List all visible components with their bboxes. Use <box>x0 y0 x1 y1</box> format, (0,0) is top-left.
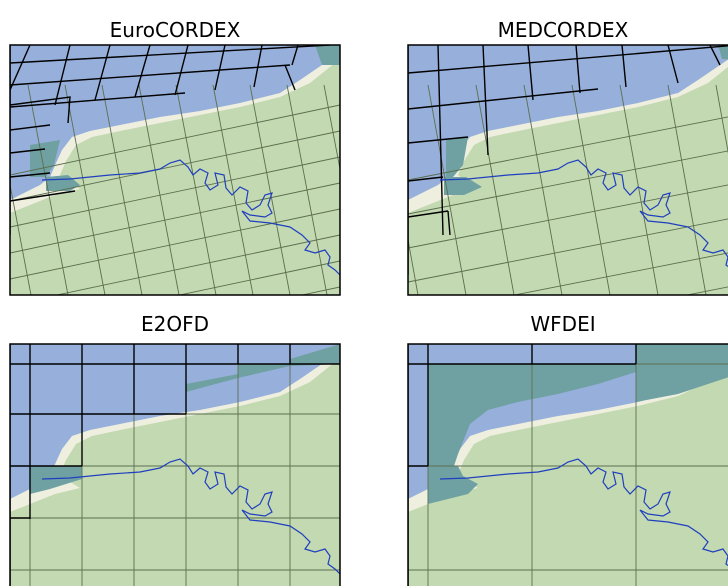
ocean-grid-line <box>214 45 226 91</box>
panel-title-eurocordex: EuroCORDEX <box>109 18 241 42</box>
river-line <box>41 458 340 575</box>
ocean-grid-line <box>408 210 449 218</box>
land-grid-line <box>427 84 467 295</box>
panel-title-e2ofd: E2OFD <box>140 312 209 336</box>
ocean-grid-line <box>10 45 31 91</box>
mixed-cell <box>718 45 728 60</box>
land-grid-line <box>212 84 254 295</box>
ocean-grid-line <box>10 124 51 131</box>
land-grid-line <box>408 184 728 249</box>
ocean-grid-line <box>134 45 151 98</box>
river-line <box>439 458 728 567</box>
land-area <box>10 358 340 586</box>
ocean-grid-line <box>437 45 444 236</box>
ocean-grid-line <box>10 148 46 154</box>
land-grid-line <box>323 84 340 172</box>
ocean-shape <box>10 344 340 499</box>
mixed-cell <box>636 344 728 402</box>
ocean-shape <box>408 45 728 200</box>
land-area <box>10 59 340 295</box>
ocean-grid-line <box>709 45 721 66</box>
ocean-grid-line <box>408 136 469 144</box>
land-grid-line <box>175 84 217 295</box>
river-line <box>41 159 340 276</box>
land-grid-line <box>715 84 728 154</box>
mixed-cell <box>315 45 340 65</box>
panel-frame <box>9 343 341 586</box>
land-grid-line <box>10 156 340 228</box>
ocean-grid-line <box>253 45 263 88</box>
land-grid-line <box>54 234 340 295</box>
ocean-grid-line <box>482 45 489 156</box>
panel-title-medcordex: MEDCORDEX <box>497 18 629 42</box>
land-grid-line <box>10 208 340 280</box>
panel-title-wfdei: WFDEI <box>530 312 596 336</box>
river-line <box>439 159 728 268</box>
ocean-grid-line <box>284 64 296 91</box>
panel-e2ofd <box>9 343 341 586</box>
land-grid-line <box>571 84 611 295</box>
ocean-grid-line <box>54 45 71 106</box>
panel-frame <box>407 343 728 586</box>
land-grid-line <box>361 85 401 295</box>
mixed-cell <box>428 466 478 504</box>
ocean-grid-line <box>10 172 51 178</box>
ocean-shape <box>10 45 340 200</box>
land-grid-line <box>619 84 659 295</box>
land-grid-line <box>101 84 143 295</box>
land-grid-line <box>138 84 180 295</box>
ocean-grid-line <box>10 92 186 108</box>
land-grid-line <box>512 252 728 295</box>
ocean-grid-line <box>10 96 71 124</box>
land-grid-line <box>523 84 563 295</box>
ocean-grid-line <box>10 45 331 64</box>
ocean-grid-line <box>291 45 299 66</box>
panel-wfdei <box>407 343 728 586</box>
ocean-grid-line <box>575 45 581 94</box>
land-grid-line <box>177 260 340 295</box>
land-grid-line <box>475 84 515 295</box>
land-grid-line <box>249 84 291 295</box>
ocean-grid-line <box>10 64 291 86</box>
land-grid-line <box>10 130 340 202</box>
panel-frame <box>9 44 341 296</box>
ocean-grid-line <box>10 190 76 202</box>
mixed-cell <box>428 364 636 466</box>
land-grid-line <box>27 84 69 295</box>
mixed-cell <box>444 177 482 195</box>
land-grid-line <box>10 104 340 176</box>
land-grid-line <box>408 116 728 181</box>
panel-medcordex <box>407 44 728 296</box>
ocean-grid-line <box>94 45 111 101</box>
ocean-grid-line <box>527 45 534 101</box>
land-area <box>408 366 728 586</box>
land-grid-line <box>667 84 707 295</box>
mixed-cell <box>446 137 468 177</box>
land-grid-line <box>408 237 419 295</box>
ocean-grid-line <box>667 45 679 84</box>
ocean-grid-line <box>408 176 444 182</box>
mixed-cell <box>186 344 340 392</box>
land-grid-line <box>408 150 728 215</box>
land-grid-line <box>408 218 728 283</box>
land-grid-line <box>10 182 32 295</box>
mixed-cell <box>30 466 82 494</box>
ocean-grid-line <box>621 45 627 88</box>
ocean-grid-line <box>408 45 728 74</box>
ocean-grid-line <box>447 210 451 236</box>
panel-eurocordex <box>9 44 401 296</box>
land-grid-line <box>10 182 340 254</box>
panel-frame <box>407 44 728 296</box>
